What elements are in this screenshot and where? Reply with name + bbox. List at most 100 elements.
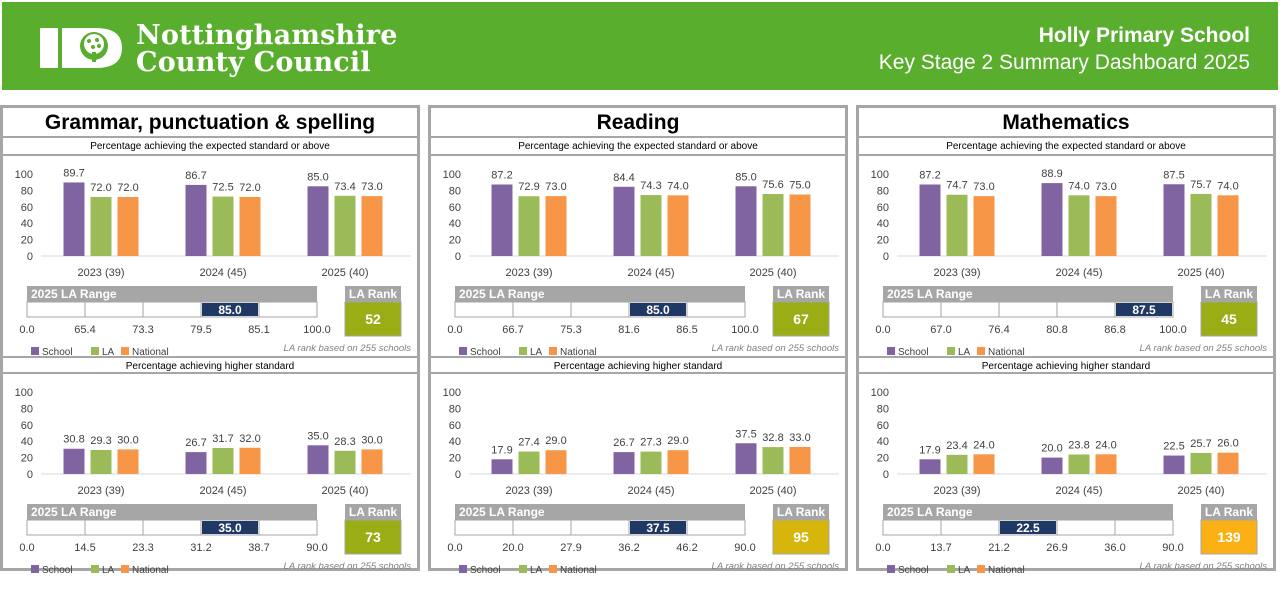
la-range-school-value: 22.5 <box>1016 521 1040 535</box>
bar-la <box>90 449 112 474</box>
bar-national <box>973 196 995 256</box>
bar-national <box>361 449 383 474</box>
la-range-tick: 100.0 <box>303 324 331 336</box>
la-rank-header <box>1201 504 1257 520</box>
bar-national <box>1217 195 1239 256</box>
la-range-tick: 76.4 <box>988 324 1009 336</box>
la-range-tick: 100.0 <box>1159 324 1187 336</box>
legend-label: School <box>898 347 929 358</box>
bar-value-label: 17.9 <box>491 444 512 456</box>
org-name-line1: Nottinghamshire <box>136 20 398 51</box>
y-tick-label: 100 <box>871 387 889 399</box>
x-category-label: 2023 (39) <box>505 485 552 497</box>
bar-school <box>1041 183 1063 256</box>
y-tick-label: 0 <box>455 469 461 481</box>
la-range-tick: 66.7 <box>502 324 523 336</box>
legend-label: LA <box>530 347 543 358</box>
la-range-tick: 0.0 <box>19 542 34 554</box>
la-range-school-marker <box>202 303 258 316</box>
expected-chart: 0 20 40 60 80 100 89.7 72.0 72.0 2023 (39) 86.7 72.… <box>15 167 412 358</box>
bar-national <box>117 196 139 256</box>
x-category-label: 2024 (45) <box>199 267 246 279</box>
bar-la <box>946 454 968 474</box>
la-rank-header <box>773 286 829 302</box>
bar-la <box>640 195 662 256</box>
bar-national <box>667 195 689 256</box>
la-range-header <box>883 504 1173 520</box>
y-tick-label: 0 <box>27 251 33 263</box>
bar-national <box>117 449 139 474</box>
la-range-tick: 0.0 <box>447 324 462 336</box>
expected-block: 0 20 40 60 80 100 87.2 74.7 73.0 2023 (39) 88.9 74.… <box>859 158 1273 380</box>
y-tick-label: 40 <box>449 218 461 230</box>
bar-value-label: 73.0 <box>545 181 566 193</box>
bar-la <box>90 196 112 256</box>
higher-block: 0 20 40 60 80 100 30.8 29.3 30.0 2023 (39) 26.7 31.… <box>3 376 417 598</box>
bar-school <box>491 459 513 474</box>
y-tick-label: 60 <box>449 420 461 432</box>
legend-swatch-la <box>947 565 955 573</box>
bar-la <box>212 448 234 474</box>
la-range-tick: 0.0 <box>875 542 890 554</box>
legend-label: National <box>132 565 169 576</box>
bar-value-label: 23.8 <box>1068 439 1089 451</box>
subject-panel: Mathematics Percentage achieving the expe… <box>856 105 1276 576</box>
la-range-tick: 90.0 <box>1162 542 1183 554</box>
y-tick-label: 0 <box>455 251 461 263</box>
y-tick-label: 80 <box>877 185 889 197</box>
la-rank-header <box>345 286 401 302</box>
bar-value-label: 26.7 <box>613 437 634 449</box>
bar-value-label: 26.0 <box>1217 438 1238 450</box>
la-range-title: 2025 LA Range <box>31 287 117 301</box>
la-range-tick: 36.2 <box>618 542 639 554</box>
y-tick-label: 80 <box>877 403 889 415</box>
y-tick-label: 100 <box>15 387 33 399</box>
la-range-tick: 100.0 <box>731 324 759 336</box>
la-rank-value: 67 <box>793 311 809 327</box>
bar-value-label: 75.6 <box>762 179 783 191</box>
legend-swatch-national <box>549 347 557 355</box>
la-range-tick: 36.0 <box>1104 542 1125 554</box>
expected-chart: 0 20 40 60 80 100 87.2 72.9 73.0 2023 (39) 84.4 74.… <box>443 169 840 358</box>
la-range-tick: 14.5 <box>74 542 95 554</box>
legend-swatch-school <box>887 565 895 573</box>
la-range-header <box>455 504 745 520</box>
subject-title: Mathematics <box>859 108 1273 138</box>
bar-value-label: 73.0 <box>1095 181 1116 193</box>
la-range-tick: 79.5 <box>190 324 211 336</box>
la-range-school-marker <box>202 521 258 534</box>
x-category-label: 2024 (45) <box>627 267 674 279</box>
la-range-header <box>27 504 317 520</box>
legend-swatch-la <box>91 565 99 573</box>
legend-swatch-national <box>549 565 557 573</box>
bar-value-label: 73.0 <box>361 181 382 193</box>
bar-value-label: 29.0 <box>545 435 566 447</box>
y-tick-label: 20 <box>21 453 33 465</box>
bar-national <box>1217 452 1239 474</box>
la-rank-value: 45 <box>1221 311 1237 327</box>
legend-label: School <box>470 347 501 358</box>
x-category-label: 2025 (40) <box>1177 267 1224 279</box>
la-range-tick: 86.5 <box>676 324 697 336</box>
legend-label: National <box>560 565 597 576</box>
x-category-label: 2024 (45) <box>1055 267 1102 279</box>
bar-value-label: 35.0 <box>307 430 328 442</box>
la-range-school-value: 85.0 <box>218 303 242 317</box>
la-range-track <box>882 301 1174 318</box>
la-range-tick: 46.2 <box>676 542 697 554</box>
bar-value-label: 30.0 <box>361 434 382 446</box>
la-range-header <box>455 286 745 302</box>
la-rank-title: LA Rank <box>349 287 398 301</box>
la-rank-note: LA rank based on 255 schools <box>284 343 412 354</box>
y-tick-label: 60 <box>21 420 33 432</box>
bar-value-label: 24.0 <box>1095 439 1116 451</box>
bar-school <box>63 182 85 256</box>
higher-section-title: Percentage achieving higher standard <box>431 356 845 374</box>
la-range-tick: 26.9 <box>1046 542 1067 554</box>
bar-value-label: 27.4 <box>518 437 539 449</box>
bar-la <box>212 196 234 256</box>
la-range-tick: 13.7 <box>930 542 951 554</box>
la-range-tick: 20.0 <box>502 542 523 554</box>
la-range-tick: 31.2 <box>190 542 211 554</box>
bar-national <box>545 450 567 474</box>
